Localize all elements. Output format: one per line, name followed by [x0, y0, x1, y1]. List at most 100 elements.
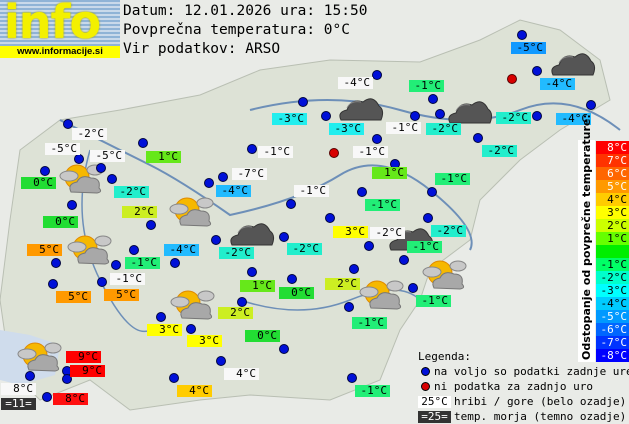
station-dot[interactable] — [186, 324, 196, 334]
station-temperature-label[interactable]: -1°C — [386, 122, 421, 134]
logo[interactable]: info www.informacije.si — [0, 0, 120, 58]
station-dot[interactable] — [62, 374, 72, 384]
station-dot[interactable] — [347, 373, 357, 383]
station-temperature-label[interactable]: -4°C — [216, 185, 251, 197]
station-temperature-label[interactable]: 5°C — [56, 291, 91, 303]
station-dot[interactable] — [435, 109, 445, 119]
logo-url[interactable]: www.informacije.si — [0, 46, 120, 58]
station-temperature-label[interactable]: 3°C — [333, 226, 368, 238]
station-temperature-label[interactable]: -1°C — [407, 241, 442, 253]
station-dot[interactable] — [63, 119, 73, 129]
station-dot[interactable] — [48, 279, 58, 289]
station-temperature-label[interactable]: 2°C — [218, 307, 253, 319]
station-dot-missing[interactable] — [329, 148, 339, 158]
station-dot[interactable] — [67, 200, 77, 210]
station-temperature-label[interactable]: 4°C — [177, 385, 212, 397]
station-dot[interactable] — [473, 133, 483, 143]
station-temperature-label[interactable]: 0°C — [21, 177, 56, 189]
station-dot[interactable] — [399, 255, 409, 265]
station-dot[interactable] — [349, 264, 359, 274]
station-dot[interactable] — [216, 356, 226, 366]
station-temperature-label[interactable]: -1°C — [355, 385, 390, 397]
station-dot[interactable] — [517, 30, 527, 40]
station-temperature-label[interactable]: 0°C — [43, 216, 78, 228]
station-dot[interactable] — [156, 312, 166, 322]
station-temperature-label[interactable]: 1°C — [372, 167, 407, 179]
station-temperature-label[interactable]: -3°C — [329, 123, 364, 135]
station-dot[interactable] — [247, 144, 257, 154]
station-temperature-label[interactable]: -7°C — [232, 168, 267, 180]
station-dot[interactable] — [97, 277, 107, 287]
station-dot[interactable] — [372, 70, 382, 80]
station-temperature-label[interactable]: 8°C — [53, 393, 88, 405]
station-dot[interactable] — [129, 245, 139, 255]
station-temperature-label[interactable]: 9°C — [66, 351, 101, 363]
station-temperature-label[interactable]: -1°C — [353, 146, 388, 158]
station-temperature-label[interactable]: -2°C — [426, 123, 461, 135]
station-dot[interactable] — [25, 371, 35, 381]
station-dot[interactable] — [428, 94, 438, 104]
station-dot[interactable] — [408, 283, 418, 293]
station-dot[interactable] — [218, 172, 228, 182]
station-dot[interactable] — [146, 220, 156, 230]
station-dot[interactable] — [40, 166, 50, 176]
station-temperature-label[interactable]: -1°C — [435, 173, 470, 185]
station-dot[interactable] — [532, 111, 542, 121]
station-dot[interactable] — [170, 258, 180, 268]
station-temperature-label[interactable]: -5°C — [45, 143, 80, 155]
station-dot[interactable] — [532, 66, 542, 76]
station-dot[interactable] — [211, 235, 221, 245]
station-temperature-label[interactable]: -3°C — [272, 113, 307, 125]
station-temperature-label[interactable]: -5°C — [90, 150, 125, 162]
station-dot[interactable] — [325, 213, 335, 223]
station-dot[interactable] — [169, 373, 179, 383]
station-temperature-label[interactable]: 0°C — [279, 287, 314, 299]
station-temperature-label[interactable]: -2°C — [287, 243, 322, 255]
station-temperature-label[interactable]: -2°C — [496, 112, 531, 124]
station-temperature-label[interactable]: -4°C — [540, 78, 575, 90]
station-temperature-label[interactable]: 2°C — [122, 206, 157, 218]
station-temperature-label[interactable]: -2°C — [431, 225, 466, 237]
station-dot[interactable] — [364, 241, 374, 251]
station-temperature-label[interactable]: -2°C — [72, 128, 107, 140]
station-dot[interactable] — [42, 392, 52, 402]
station-temperature-label[interactable]: 5°C — [27, 244, 62, 256]
station-dot[interactable] — [298, 97, 308, 107]
station-temperature-label[interactable]: -1°C — [416, 295, 451, 307]
station-dot-missing[interactable] — [507, 74, 517, 84]
station-dot[interactable] — [96, 163, 106, 173]
station-temperature-label[interactable]: 3°C — [187, 335, 222, 347]
station-dot[interactable] — [247, 267, 257, 277]
station-dot[interactable] — [74, 154, 84, 164]
station-dot[interactable] — [427, 187, 437, 197]
station-dot[interactable] — [321, 111, 331, 121]
station-dot[interactable] — [372, 134, 382, 144]
station-temperature-label[interactable]: -2°C — [370, 227, 405, 239]
station-temperature-label[interactable]: -1°C — [294, 185, 329, 197]
station-dot[interactable] — [204, 178, 214, 188]
station-temperature-label[interactable]: -1°C — [409, 80, 444, 92]
station-temperature-label[interactable]: 4°C — [224, 368, 259, 380]
station-dot[interactable] — [138, 138, 148, 148]
station-temperature-label[interactable]: -1°C — [365, 199, 400, 211]
station-temperature-label[interactable]: 2°C — [325, 278, 360, 290]
station-temperature-label[interactable]: -1°C — [258, 146, 293, 158]
station-dot[interactable] — [279, 344, 289, 354]
station-dot[interactable] — [279, 232, 289, 242]
station-temperature-label[interactable]: -1°C — [110, 273, 145, 285]
station-temperature-label[interactable]: 3°C — [147, 324, 182, 336]
station-dot[interactable] — [344, 302, 354, 312]
station-temperature-label[interactable]: -5°C — [511, 42, 546, 54]
station-dot[interactable] — [111, 260, 121, 270]
station-dot[interactable] — [286, 199, 296, 209]
station-temperature-label[interactable]: -4°C — [338, 77, 373, 89]
station-dot[interactable] — [410, 111, 420, 121]
station-dot[interactable] — [423, 213, 433, 223]
station-temperature-label[interactable]: 1°C — [240, 280, 275, 292]
station-temperature-label[interactable]: 8°C — [1, 383, 36, 395]
station-temperature-label[interactable]: -2°C — [482, 145, 517, 157]
station-temperature-label[interactable]: 0°C — [245, 330, 280, 342]
station-temperature-label[interactable]: 9°C — [70, 365, 105, 377]
station-dot[interactable] — [51, 258, 61, 268]
station-dot[interactable] — [237, 297, 247, 307]
